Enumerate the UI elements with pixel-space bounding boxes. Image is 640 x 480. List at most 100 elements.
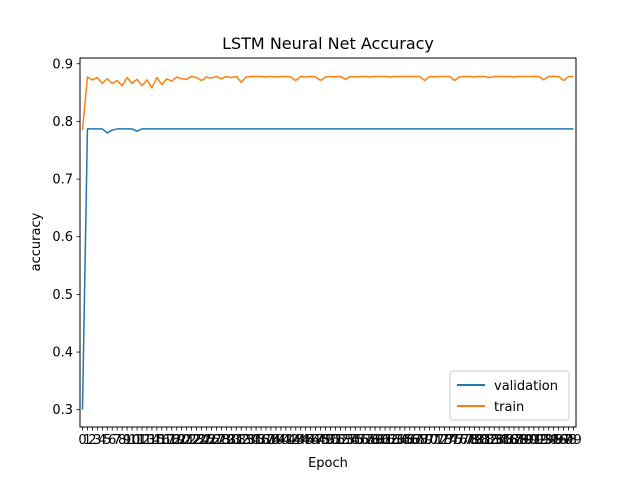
x-tick-label: 87 bbox=[506, 433, 523, 448]
plot-frame bbox=[79, 57, 577, 428]
x-tick-label: 22 bbox=[183, 433, 200, 448]
x-tick-label: 24 bbox=[193, 433, 210, 448]
y-tick-label: 0.9 bbox=[52, 57, 73, 72]
x-tick-label: 36 bbox=[253, 433, 270, 448]
x-tick-label: 78 bbox=[461, 433, 478, 448]
x-tick-label: 33 bbox=[238, 433, 255, 448]
x-tick-label: 30 bbox=[223, 433, 240, 448]
x-tick-label: 21 bbox=[178, 433, 195, 448]
x-tick-label: 72 bbox=[431, 433, 448, 448]
legend-validation-label: validation bbox=[494, 379, 558, 394]
y-tick-label: 0.5 bbox=[52, 288, 73, 303]
x-tick-label: 97 bbox=[555, 433, 572, 448]
x-tick-label: 65 bbox=[397, 433, 414, 448]
x-tick-label: 93 bbox=[535, 433, 552, 448]
x-tick-label: 38 bbox=[263, 433, 280, 448]
chart-title: LSTM Neural Net Accuracy bbox=[222, 34, 434, 53]
x-tick-label: 34 bbox=[243, 433, 260, 448]
x-tick-label: 32 bbox=[233, 433, 250, 448]
x-tick-label: 14 bbox=[144, 433, 161, 448]
x-tick-label: 90 bbox=[521, 433, 538, 448]
x-tick-label: 13 bbox=[139, 433, 156, 448]
y-tick-label: 0.4 bbox=[52, 346, 73, 361]
x-tick-label: 2 bbox=[88, 433, 96, 448]
x-tick-label: 12 bbox=[134, 433, 151, 448]
x-tick-label: 54 bbox=[342, 433, 359, 448]
x-tick-label: 47 bbox=[307, 433, 324, 448]
x-tick-label: 60 bbox=[372, 433, 389, 448]
x-tick-label: 75 bbox=[446, 433, 463, 448]
x-tick-label: 37 bbox=[258, 433, 275, 448]
x-tick-label: 80 bbox=[471, 433, 488, 448]
x-tick-label: 5 bbox=[103, 433, 111, 448]
x-tick-label: 52 bbox=[332, 433, 349, 448]
x-tick-label: 11 bbox=[129, 433, 146, 448]
x-tick-label: 61 bbox=[377, 433, 394, 448]
x-tick-label: 20 bbox=[173, 433, 190, 448]
x-tick-label: 16 bbox=[154, 433, 171, 448]
x-tick-label: 0 bbox=[78, 433, 86, 448]
x-tick-label: 50 bbox=[322, 433, 339, 448]
x-tick-label: 69 bbox=[416, 433, 433, 448]
x-tick-label: 27 bbox=[208, 433, 225, 448]
x-tick-label: 91 bbox=[526, 433, 543, 448]
y-axis-ticks: 0.3 0.4 0.5 0.6 0.7 0.8 0.9 bbox=[52, 57, 80, 418]
x-tick-label: 9 bbox=[123, 433, 131, 448]
x-tick-label: 26 bbox=[203, 433, 220, 448]
x-tick-label: 40 bbox=[273, 433, 290, 448]
x-tick-label: 17 bbox=[159, 433, 176, 448]
x-tick-label: 81 bbox=[476, 433, 493, 448]
x-tick-label: 39 bbox=[268, 433, 285, 448]
legend-train-label: train bbox=[494, 400, 524, 415]
plot-area bbox=[80, 58, 576, 427]
x-axis-ticks: 0123456789101112131415161718192021222324… bbox=[78, 427, 582, 448]
x-tick-label: 29 bbox=[218, 433, 235, 448]
x-tick-label: 23 bbox=[188, 433, 205, 448]
x-tick-label: 73 bbox=[436, 433, 453, 448]
x-tick-label: 66 bbox=[402, 433, 419, 448]
x-tick-label: 55 bbox=[347, 433, 364, 448]
x-axis-label: Epoch bbox=[308, 456, 348, 471]
x-tick-label: 94 bbox=[540, 433, 557, 448]
series-line-train bbox=[81, 75, 574, 131]
x-tick-label: 89 bbox=[516, 433, 533, 448]
y-tick-label: 0.7 bbox=[52, 173, 73, 188]
x-tick-label: 4 bbox=[98, 433, 106, 448]
x-tick-label: 83 bbox=[486, 433, 503, 448]
x-tick-label: 85 bbox=[496, 433, 513, 448]
y-tick-label: 0.3 bbox=[52, 403, 73, 418]
x-tick-label: 88 bbox=[511, 433, 528, 448]
x-tick-label: 95 bbox=[545, 433, 562, 448]
x-tick-label: 76 bbox=[451, 433, 468, 448]
series-line-validation bbox=[81, 128, 574, 410]
x-tick-label: 79 bbox=[466, 433, 483, 448]
x-tick-label: 53 bbox=[337, 433, 354, 448]
x-tick-label: 45 bbox=[297, 433, 314, 448]
x-tick-label: 48 bbox=[312, 433, 329, 448]
legend-box bbox=[449, 370, 570, 421]
x-tick-label: 57 bbox=[357, 433, 374, 448]
x-tick-label: 70 bbox=[421, 433, 438, 448]
y-axis-label: accuracy bbox=[29, 212, 44, 271]
y-tick-label: 0.6 bbox=[52, 230, 73, 245]
x-tick-label: 64 bbox=[392, 433, 409, 448]
x-tick-label: 99 bbox=[565, 433, 582, 448]
x-tick-label: 46 bbox=[302, 433, 319, 448]
x-tick-label: 43 bbox=[287, 433, 304, 448]
x-tick-label: 28 bbox=[213, 433, 230, 448]
x-tick-label: 51 bbox=[327, 433, 344, 448]
x-tick-label: 42 bbox=[283, 433, 300, 448]
series-layer bbox=[81, 75, 574, 410]
x-tick-label: 82 bbox=[481, 433, 498, 448]
x-tick-label: 68 bbox=[411, 433, 428, 448]
x-tick-label: 6 bbox=[108, 433, 116, 448]
x-tick-label: 56 bbox=[352, 433, 369, 448]
x-tick-label: 71 bbox=[426, 433, 443, 448]
x-tick-label: 58 bbox=[362, 433, 379, 448]
x-tick-label: 1 bbox=[83, 433, 91, 448]
x-tick-label: 86 bbox=[501, 433, 518, 448]
x-tick-label: 77 bbox=[456, 433, 473, 448]
x-tick-label: 96 bbox=[550, 433, 567, 448]
x-tick-label: 92 bbox=[531, 433, 548, 448]
